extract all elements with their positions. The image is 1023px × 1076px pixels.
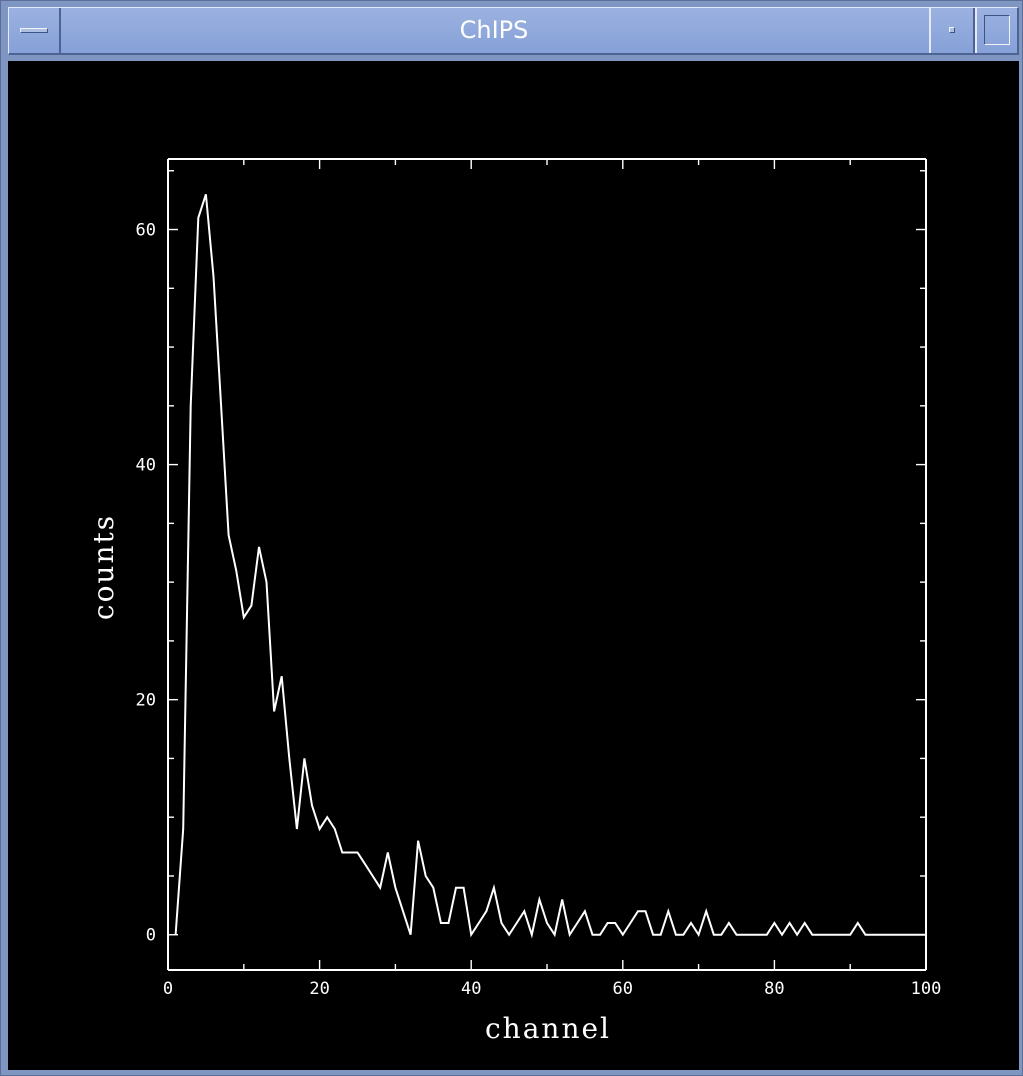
x-tick-label: 80 bbox=[764, 979, 784, 999]
minimize-button[interactable] bbox=[929, 8, 975, 53]
plot-area: 0 20 40 60 80 100 0 20 40 60 channel counts bbox=[8, 61, 1019, 1070]
maximize-icon bbox=[984, 15, 1010, 45]
x-axis-label: channel bbox=[485, 1012, 611, 1045]
x-tick-label: 20 bbox=[309, 979, 329, 999]
y-axis-label: counts bbox=[87, 514, 120, 620]
counts-series-line bbox=[174, 193, 926, 939]
x-tick-label: 40 bbox=[461, 979, 481, 999]
maximize-button[interactable] bbox=[975, 8, 1017, 53]
x-tick-label: 0 bbox=[163, 979, 173, 999]
window-menu-button[interactable] bbox=[9, 8, 61, 53]
y-tick-label: 40 bbox=[136, 456, 156, 476]
window-menu-icon bbox=[20, 28, 48, 33]
y-tick-label: 60 bbox=[136, 221, 156, 241]
title-bar[interactable]: ChIPS bbox=[8, 7, 1019, 55]
x-tick-label: 100 bbox=[911, 979, 942, 999]
x-tick-label: 60 bbox=[613, 979, 633, 999]
counts-chart: 0 20 40 60 80 100 0 20 40 60 channel counts bbox=[87, 158, 942, 1045]
y-tick-label: 0 bbox=[146, 926, 156, 946]
tick-labels: 0 20 40 60 80 100 0 20 40 60 bbox=[136, 221, 942, 999]
series-group bbox=[174, 193, 926, 939]
minimize-icon bbox=[949, 27, 955, 33]
y-tick-label: 20 bbox=[136, 691, 156, 711]
axis-ticks bbox=[167, 159, 927, 970]
window-title: ChIPS bbox=[459, 16, 529, 44]
plot-frame bbox=[167, 158, 927, 971]
